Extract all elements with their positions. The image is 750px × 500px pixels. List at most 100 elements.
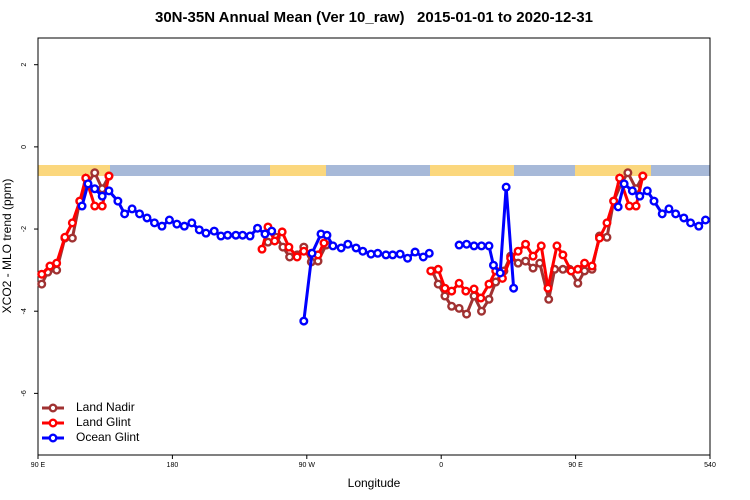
ocean-mask [38,165,710,176]
point [613,202,623,212]
point [307,248,317,258]
point [142,213,152,223]
x-axis-label: Longitude [348,476,401,490]
point [619,179,629,189]
point [649,196,659,206]
point [149,218,159,228]
point [253,223,263,233]
point [671,209,681,219]
point [509,283,519,293]
point [573,278,583,288]
point [67,218,77,228]
chart-title: 30N-35N Annual Mean (Ver 10_raw) 2015-01… [155,9,593,26]
legend-marker [48,403,58,413]
point [284,242,294,252]
legend-label: Ocean Glint [76,430,140,444]
point [135,209,145,219]
point [104,171,114,181]
point [627,186,637,196]
point [328,241,338,251]
point [484,279,494,289]
point [440,291,450,301]
point [299,316,309,326]
x-tick-label: 90 E [568,462,583,469]
point [292,252,302,262]
point [580,258,590,268]
point [447,286,457,296]
point [631,201,641,211]
legend-label: Land Nadir [76,400,135,414]
point [454,278,464,288]
point [602,218,612,228]
point [513,258,523,268]
y-tick-label: 0 [21,145,28,149]
point [543,283,553,293]
y-tick-label: -2 [21,226,28,232]
point [609,196,619,206]
plot-frame [37,37,711,456]
land-mask [38,165,110,176]
point [686,218,696,228]
x-tick-label: 540 [704,462,716,469]
point [484,241,494,251]
point [285,252,295,262]
point [157,221,167,231]
series-line [40,169,645,317]
point [351,243,361,253]
point [469,284,479,294]
point [477,306,487,316]
point [635,191,645,201]
point [90,168,100,178]
point [642,186,652,196]
point [638,171,648,181]
point [410,247,420,257]
legend-marker [48,433,58,443]
point [469,241,479,251]
point [179,221,189,231]
y-tick-label: -6 [21,390,28,396]
point [454,303,464,313]
point [373,248,383,258]
point [488,260,498,270]
point [462,309,472,319]
point [462,239,472,249]
land-mask [575,165,651,176]
point [521,239,531,249]
point [358,246,368,256]
point [602,232,612,242]
point [172,219,182,229]
legend-label: Land Glint [76,415,131,429]
point [521,256,531,266]
point [52,265,62,275]
point [528,251,538,261]
land-mask [270,165,326,176]
point [60,232,70,242]
point [336,243,346,253]
x-tick-label: 90 W [299,462,316,469]
point [67,233,77,243]
point [343,239,353,249]
point [477,241,487,251]
point [694,221,704,231]
point [461,286,471,296]
point [426,266,436,276]
point [201,228,211,238]
point [664,204,674,214]
point [90,184,100,194]
point [558,250,568,260]
point [679,213,689,223]
point [535,258,545,268]
point [594,233,604,243]
point [513,246,523,256]
point [257,244,267,254]
point [245,231,255,241]
point [209,226,219,236]
point [52,258,62,268]
point [552,241,562,251]
point [433,264,443,274]
point [90,201,100,211]
point [447,301,457,311]
x-tick-label: 90 E [31,462,46,469]
point [501,182,511,192]
point [113,196,123,206]
